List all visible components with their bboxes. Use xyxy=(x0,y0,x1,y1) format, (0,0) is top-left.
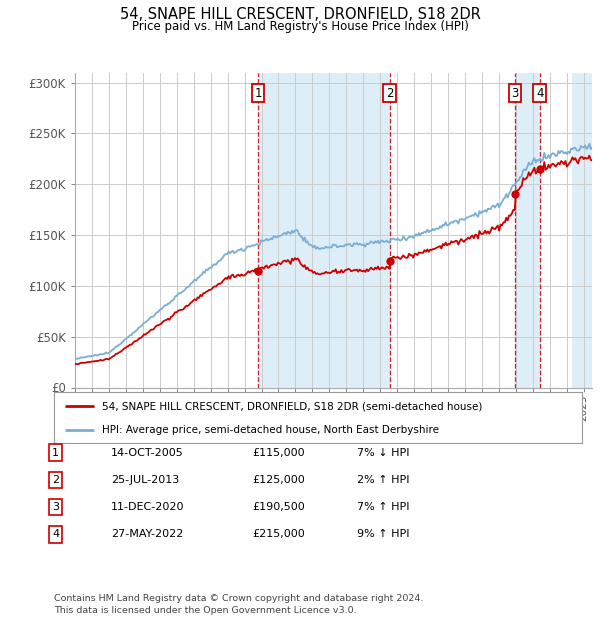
Text: £125,000: £125,000 xyxy=(252,475,305,485)
Text: 1: 1 xyxy=(52,448,59,458)
Text: £115,000: £115,000 xyxy=(252,448,305,458)
Text: 11-DEC-2020: 11-DEC-2020 xyxy=(111,502,185,512)
Text: £215,000: £215,000 xyxy=(252,529,305,539)
Text: £190,500: £190,500 xyxy=(252,502,305,512)
Text: 2% ↑ HPI: 2% ↑ HPI xyxy=(357,475,409,485)
Bar xyxy=(572,73,592,388)
Text: Contains HM Land Registry data © Crown copyright and database right 2024.
This d: Contains HM Land Registry data © Crown c… xyxy=(54,594,424,615)
Text: 54, SNAPE HILL CRESCENT, DRONFIELD, S18 2DR (semi-detached house): 54, SNAPE HILL CRESCENT, DRONFIELD, S18 … xyxy=(101,401,482,411)
Text: 14-OCT-2005: 14-OCT-2005 xyxy=(111,448,184,458)
Text: 3: 3 xyxy=(52,502,59,512)
Text: 2: 2 xyxy=(386,87,394,100)
Text: 7% ↑ HPI: 7% ↑ HPI xyxy=(357,502,409,512)
Bar xyxy=(515,73,540,388)
Text: 9% ↑ HPI: 9% ↑ HPI xyxy=(357,529,409,539)
Text: 27-MAY-2022: 27-MAY-2022 xyxy=(111,529,184,539)
Text: HPI: Average price, semi-detached house, North East Derbyshire: HPI: Average price, semi-detached house,… xyxy=(101,425,439,435)
Text: 2: 2 xyxy=(52,475,59,485)
Text: 4: 4 xyxy=(52,529,59,539)
Text: 54, SNAPE HILL CRESCENT, DRONFIELD, S18 2DR: 54, SNAPE HILL CRESCENT, DRONFIELD, S18 … xyxy=(119,7,481,22)
Text: 1: 1 xyxy=(254,87,262,100)
Text: 7% ↓ HPI: 7% ↓ HPI xyxy=(357,448,409,458)
Text: 4: 4 xyxy=(536,87,544,100)
Text: 25-JUL-2013: 25-JUL-2013 xyxy=(111,475,179,485)
Text: 3: 3 xyxy=(511,87,518,100)
Bar xyxy=(258,73,390,388)
Text: Price paid vs. HM Land Registry's House Price Index (HPI): Price paid vs. HM Land Registry's House … xyxy=(131,20,469,33)
